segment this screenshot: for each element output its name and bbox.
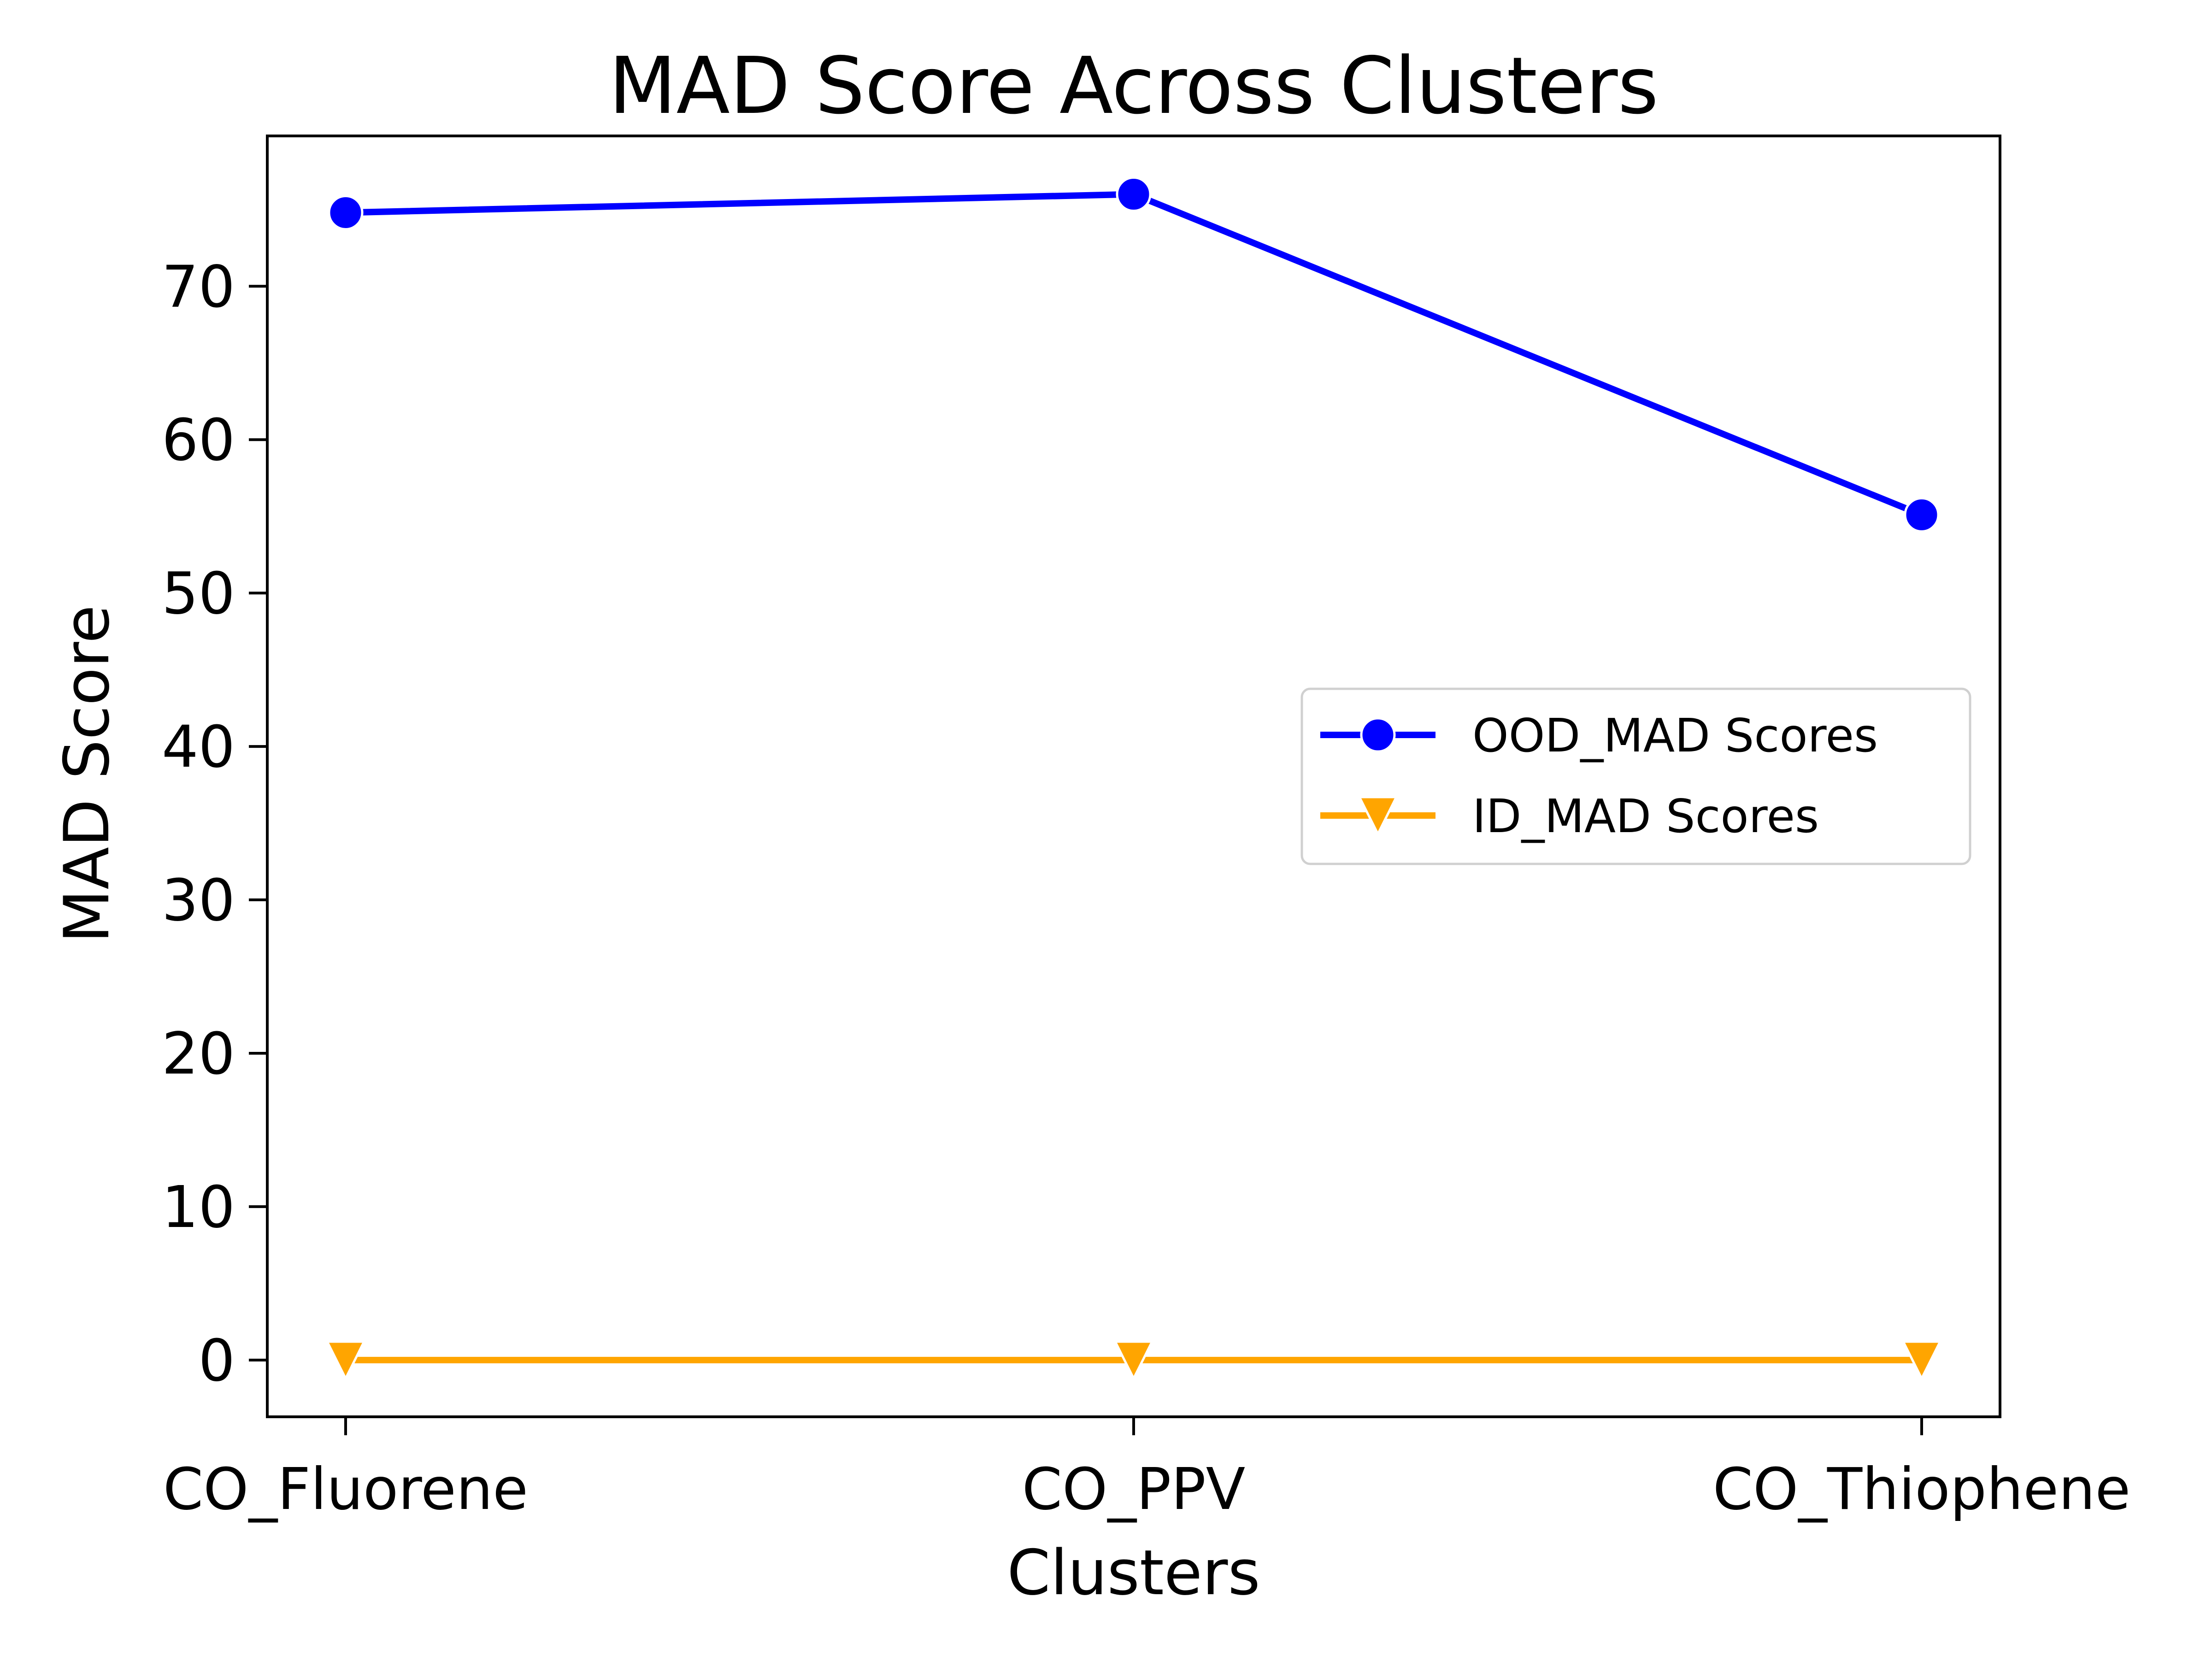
y-tick-label: 70: [162, 253, 235, 320]
series-point-1: [1113, 1340, 1154, 1381]
y-tick-label: 50: [162, 560, 235, 627]
y-axis-ticks: 0 10 20 30 40 50 60 70: [162, 253, 267, 1394]
y-axis-label: MAD Score: [51, 605, 123, 943]
series-point-0: [1904, 497, 1940, 533]
series-layer: [325, 176, 1942, 1381]
legend-label: ID_MAD Scores: [1472, 789, 1819, 843]
x-tick-label: CO_PPV: [1022, 1456, 1245, 1523]
legend-frame: [1300, 687, 1971, 865]
y-tick-label: 30: [162, 867, 235, 934]
series-point-1: [325, 1340, 366, 1381]
x-tick-label: CO_Fluorene: [163, 1456, 528, 1523]
x-axis-ticks: CO_Fluorene CO_PPV CO_Thiophene: [163, 1417, 2130, 1523]
legend-marker: [1360, 717, 1396, 753]
y-tick-label: 40: [162, 714, 235, 781]
y-tick-label: 20: [162, 1021, 235, 1087]
y-tick-label: 10: [162, 1174, 235, 1241]
y-tick-label: 60: [162, 407, 235, 474]
chart-title: MAD Score Across Clusters: [609, 41, 1659, 132]
series-line-0: [345, 191, 1923, 518]
x-axis-label: Clusters: [1007, 1537, 1260, 1609]
y-tick-label: 0: [198, 1327, 235, 1394]
legend: OOD_MAD Scores ID_MAD Scores: [1300, 687, 1971, 865]
series-point-0: [1116, 176, 1152, 212]
legend-label: OOD_MAD Scores: [1472, 709, 1878, 763]
legend-marker: [1357, 796, 1399, 837]
x-tick-label: CO_Thiophene: [1713, 1456, 2131, 1523]
series-point-0: [328, 194, 364, 230]
series-point-1: [1901, 1340, 1942, 1381]
